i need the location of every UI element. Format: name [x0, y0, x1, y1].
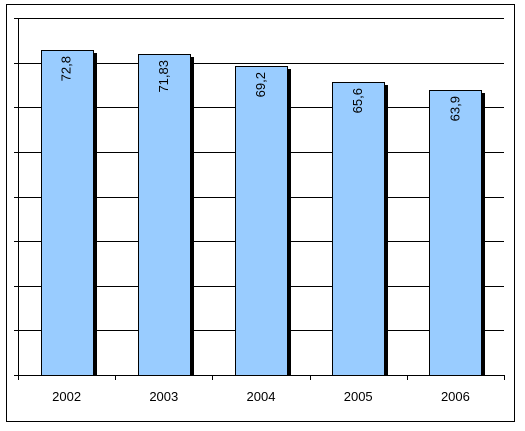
x-tick-label: 2003: [149, 389, 178, 404]
bar-2006: [429, 90, 482, 376]
data-label: 72,8: [59, 56, 74, 81]
data-label: 71,83: [156, 60, 171, 93]
data-label: 65,6: [350, 88, 365, 113]
bar-2005: [332, 82, 385, 376]
bar-2003: [138, 54, 191, 376]
x-tick-label: 2005: [344, 389, 373, 404]
bar-2004: [235, 66, 288, 376]
bar-2002: [41, 50, 94, 376]
bars: [41, 50, 485, 376]
x-tick-label: 2004: [247, 389, 276, 404]
data-label: 69,2: [253, 72, 268, 97]
data-label: 63,9: [447, 96, 462, 121]
x-axis-tick-labels: 2002 2003 2004 2005 2006: [52, 389, 470, 404]
data-labels: 72,8 71,83 69,2 65,6 63,9: [59, 56, 463, 121]
x-tick-label: 2006: [441, 389, 470, 404]
x-tick-label: 2002: [52, 389, 81, 404]
